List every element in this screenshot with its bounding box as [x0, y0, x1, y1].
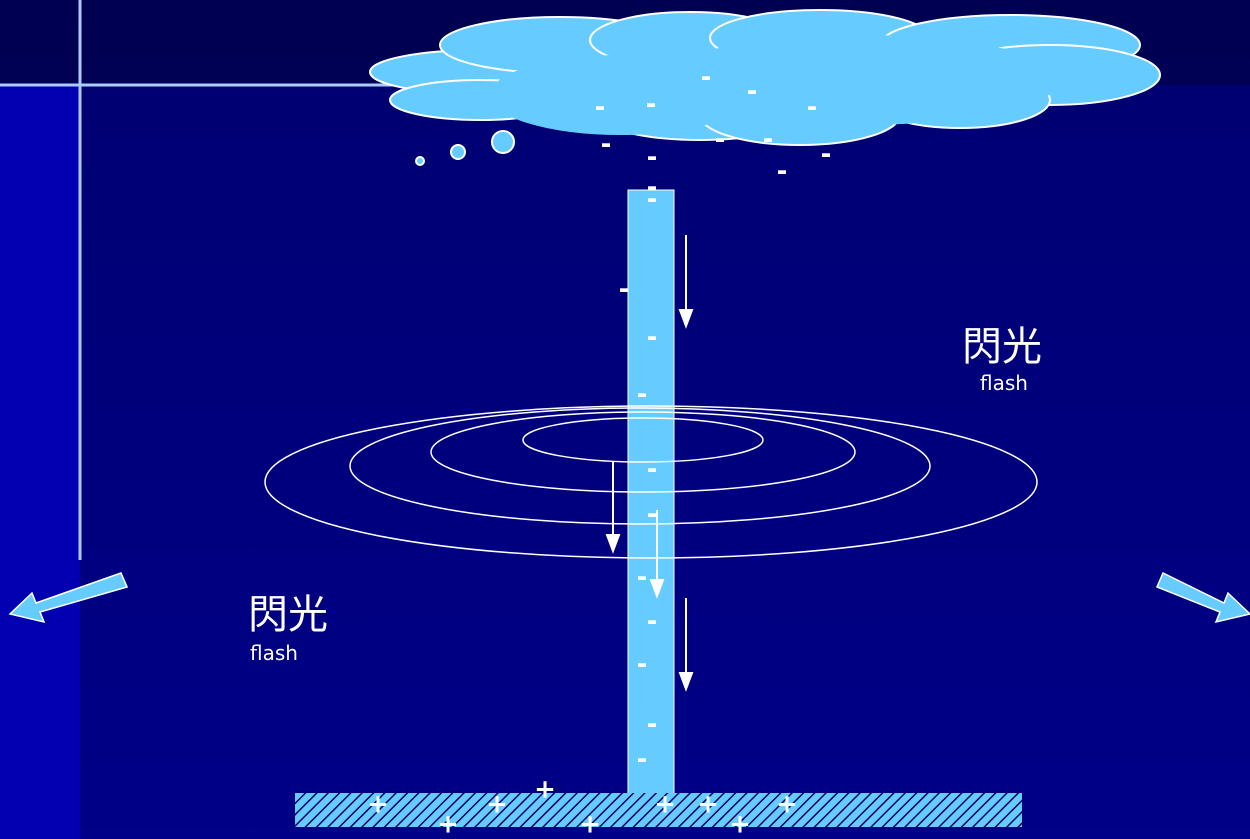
ground — [295, 793, 1022, 827]
positive-charge: + — [579, 810, 601, 839]
negative-charge: - — [747, 77, 758, 107]
negative-charge: - — [647, 323, 658, 353]
left-arrow — [8, 572, 129, 624]
sublabel: flash — [980, 371, 1028, 395]
positive-charge: + — [437, 810, 459, 839]
negative-charge: - — [601, 130, 612, 160]
cloud — [369, 9, 1161, 166]
charges: -- - --- -- ---------------+++ +++ +++ — [367, 63, 831, 839]
negative-charge: - — [619, 275, 630, 305]
negative-charge: - — [807, 93, 818, 123]
negative-charge: - — [763, 125, 774, 155]
side-band — [0, 85, 80, 839]
positive-charge: + — [534, 775, 556, 805]
negative-charge: - — [637, 563, 648, 593]
positive-charge: + — [486, 790, 508, 820]
label: 閃光 — [962, 324, 1042, 370]
positive-charge: + — [654, 790, 676, 820]
positive-charge: + — [776, 790, 798, 820]
negative-charge: - — [777, 157, 788, 187]
negative-charge: - — [595, 93, 606, 123]
label: 閃光 — [248, 592, 328, 638]
negative-charge: - — [646, 90, 657, 120]
negative-charge: - — [647, 143, 658, 173]
sublabel: flash — [250, 641, 298, 665]
right-arrow — [1156, 571, 1250, 624]
negative-charge: - — [647, 607, 658, 637]
negative-charge: - — [637, 380, 648, 410]
field-rings — [264, 405, 1038, 559]
positive-charge: + — [697, 790, 719, 820]
negative-charge: - — [715, 125, 726, 155]
positive-charge: + — [367, 790, 389, 820]
negative-charge: - — [647, 455, 658, 485]
negative-charge: - — [701, 63, 712, 93]
negative-charge: - — [647, 710, 658, 740]
current-arrows — [605, 235, 694, 692]
negative-charge: - — [647, 173, 658, 203]
negative-charge: - — [637, 650, 648, 680]
negative-charge: - — [647, 185, 658, 215]
negative-charge: - — [821, 140, 832, 170]
negative-charge: - — [647, 500, 658, 530]
negative-charge: - — [637, 745, 648, 775]
positive-charge: + — [729, 810, 751, 839]
